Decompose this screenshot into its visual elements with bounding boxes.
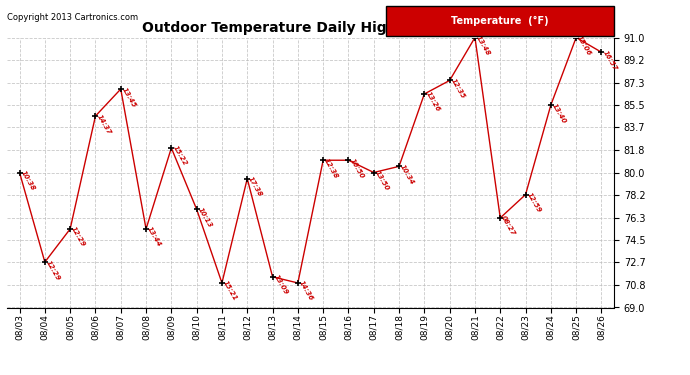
Text: 15:06: 15:06	[576, 34, 593, 57]
Text: 10:50: 10:50	[348, 157, 365, 180]
Text: 13:26: 13:26	[424, 91, 441, 113]
Text: 13:44: 13:44	[146, 226, 162, 248]
Text: 12:29: 12:29	[45, 259, 61, 281]
Text: 12:35: 12:35	[450, 78, 466, 100]
Text: 12:59: 12:59	[526, 192, 542, 214]
Text: 10:34: 10:34	[399, 164, 415, 186]
Text: 12:38: 12:38	[323, 157, 339, 180]
FancyBboxPatch shape	[386, 6, 614, 36]
Text: 13:45: 13:45	[121, 86, 137, 108]
Text: 13:48: 13:48	[475, 34, 491, 57]
Text: 13:09: 13:09	[273, 274, 289, 296]
Text: 15:22: 15:22	[171, 145, 188, 167]
Text: 14:37: 14:37	[95, 113, 112, 135]
Text: 13:40: 13:40	[551, 102, 567, 124]
Title: Outdoor Temperature Daily High 20130827: Outdoor Temperature Daily High 20130827	[142, 21, 479, 35]
Text: 17:38: 17:38	[247, 176, 264, 198]
Text: 14:36: 14:36	[298, 280, 314, 302]
Text: 10:13: 10:13	[197, 206, 213, 229]
Text: Temperature  (°F): Temperature (°F)	[451, 16, 549, 26]
Text: 15:21: 15:21	[222, 280, 238, 302]
Text: 08:27: 08:27	[500, 215, 517, 237]
Text: Copyright 2013 Cartronics.com: Copyright 2013 Cartronics.com	[7, 13, 138, 22]
Text: 16:57: 16:57	[602, 49, 618, 72]
Text: 13:50: 13:50	[374, 170, 390, 192]
Text: 10:38: 10:38	[19, 170, 36, 192]
Text: 12:29: 12:29	[70, 226, 86, 248]
